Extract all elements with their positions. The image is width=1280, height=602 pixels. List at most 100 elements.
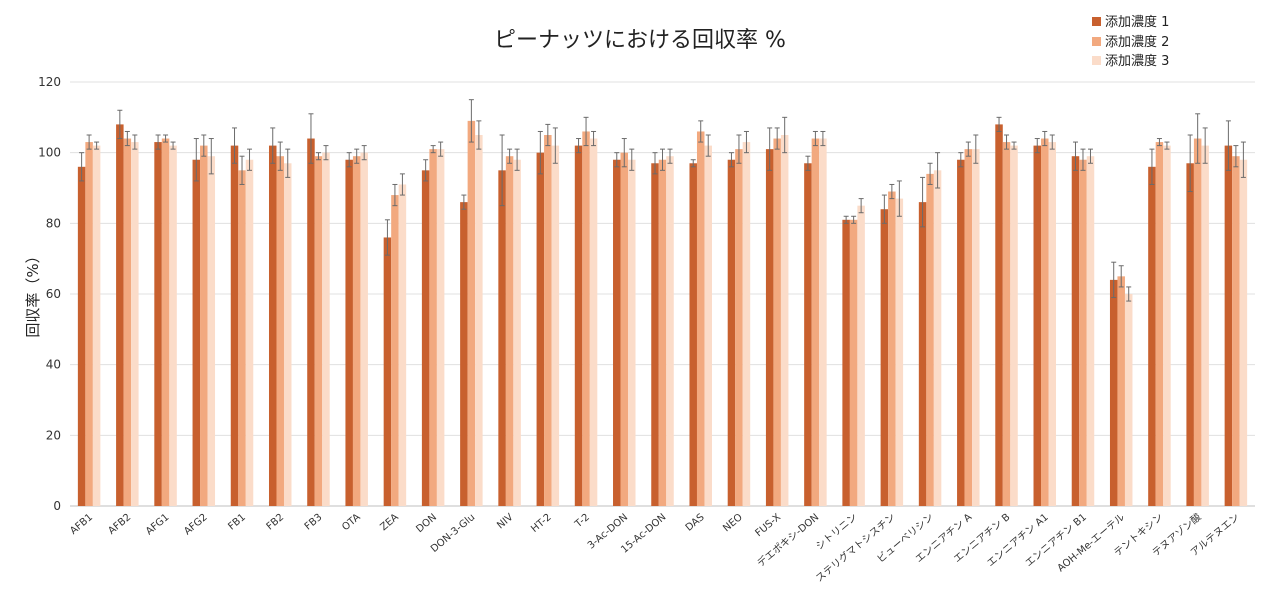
bar (574, 145, 583, 506)
bar (460, 202, 468, 506)
bar (1010, 145, 1018, 506)
bar (972, 149, 980, 506)
bar (735, 149, 743, 506)
bar (131, 142, 139, 507)
bar (620, 152, 629, 506)
bar (704, 145, 712, 506)
x-tick-label: T-2 (573, 512, 592, 531)
x-tick-label: OTA (340, 512, 363, 533)
x-axis-labels: AFB1 AFB2 AFG1 AFG2 FB1 FB2 FB3 OTA ZEA DONDON-3-… (68, 510, 1242, 584)
bar (283, 163, 292, 506)
bar (123, 138, 132, 507)
y-axis-label: 回収率（%） (24, 248, 42, 337)
bar (398, 184, 407, 506)
bar (964, 149, 973, 506)
bar (192, 159, 201, 506)
bar (995, 124, 1003, 507)
legend: 添加濃度 1 添加濃度 2 添加濃度 3 (1092, 14, 1169, 69)
bar (727, 159, 736, 506)
bar (811, 138, 820, 507)
bar (1071, 156, 1080, 506)
bar (1224, 145, 1233, 506)
x-tick-label: NIV (495, 512, 515, 532)
bar (513, 159, 521, 506)
bar (849, 219, 858, 507)
x-tick-label: HT-2 (529, 512, 553, 535)
x-tick-label: FUS-X (754, 512, 784, 539)
bar (429, 149, 437, 506)
legend-swatch-series-2 (1092, 37, 1101, 46)
bar (658, 159, 667, 506)
bar (505, 156, 514, 506)
bar (467, 120, 476, 506)
bar (307, 138, 315, 507)
y-axis-ticks: 0 20 40 60 80 100 120 (38, 75, 61, 513)
bar (918, 202, 927, 506)
bars (77, 120, 1248, 507)
x-tick-label: デエポキシ-DON (754, 510, 821, 569)
bar (200, 145, 208, 506)
bar (544, 135, 552, 506)
x-tick-label: AFG1 (144, 512, 172, 538)
bar (1041, 138, 1049, 507)
bar (551, 145, 560, 506)
error-bars (79, 99, 1246, 302)
bar (498, 170, 506, 507)
bar (383, 237, 392, 506)
x-tick-label: FB2 (265, 512, 287, 533)
bar (804, 163, 812, 506)
y-tick-label: 0 (53, 499, 61, 513)
bar (154, 142, 162, 507)
bar (1033, 145, 1042, 506)
x-tick-label: AFB1 (68, 512, 95, 537)
x-tick-label: DON (414, 512, 439, 535)
bar (666, 156, 674, 506)
bar (765, 149, 774, 506)
bar (230, 145, 239, 506)
bar (888, 191, 896, 507)
chart-title: ピーナッツにおける回収率 % (494, 28, 786, 53)
bar (207, 156, 216, 506)
bar (842, 219, 850, 507)
x-tick-label: AFG2 (182, 512, 210, 538)
bar (857, 205, 865, 506)
y-tick-label: 60 (46, 287, 61, 301)
bar (92, 145, 101, 506)
bar (689, 163, 697, 506)
bar (1124, 294, 1133, 506)
x-tick-label: ZEA (378, 512, 401, 533)
y-tick-label: 80 (46, 216, 61, 230)
bar (613, 159, 621, 506)
bar (475, 135, 483, 506)
bar (1155, 142, 1164, 507)
x-tick-label: DAS (684, 512, 707, 534)
bar (360, 152, 368, 506)
bar (268, 145, 277, 506)
bar (696, 131, 705, 506)
bar (536, 152, 545, 506)
bar (345, 159, 353, 506)
bar (238, 170, 246, 507)
bar (1079, 159, 1087, 506)
bar (742, 142, 751, 507)
x-tick-label: AFB2 (106, 512, 133, 537)
bar (1232, 156, 1240, 506)
bar (926, 173, 934, 506)
bar (957, 159, 965, 506)
bar (391, 195, 399, 507)
y-tick-label: 20 (46, 428, 61, 442)
bar (1048, 142, 1057, 507)
bar (85, 142, 93, 507)
bar (1002, 142, 1011, 507)
bar (1086, 156, 1095, 506)
legend-label-series-3: 添加濃度 3 (1105, 53, 1169, 69)
bar (276, 156, 284, 506)
y-tick-label: 100 (38, 146, 61, 160)
legend-label-series-1: 添加濃度 1 (1105, 14, 1169, 30)
bar (352, 156, 361, 506)
x-tick-label: NEO (721, 512, 745, 534)
bar (1117, 276, 1125, 506)
bar (421, 170, 430, 507)
bar (1186, 163, 1194, 506)
bar (1148, 166, 1156, 507)
